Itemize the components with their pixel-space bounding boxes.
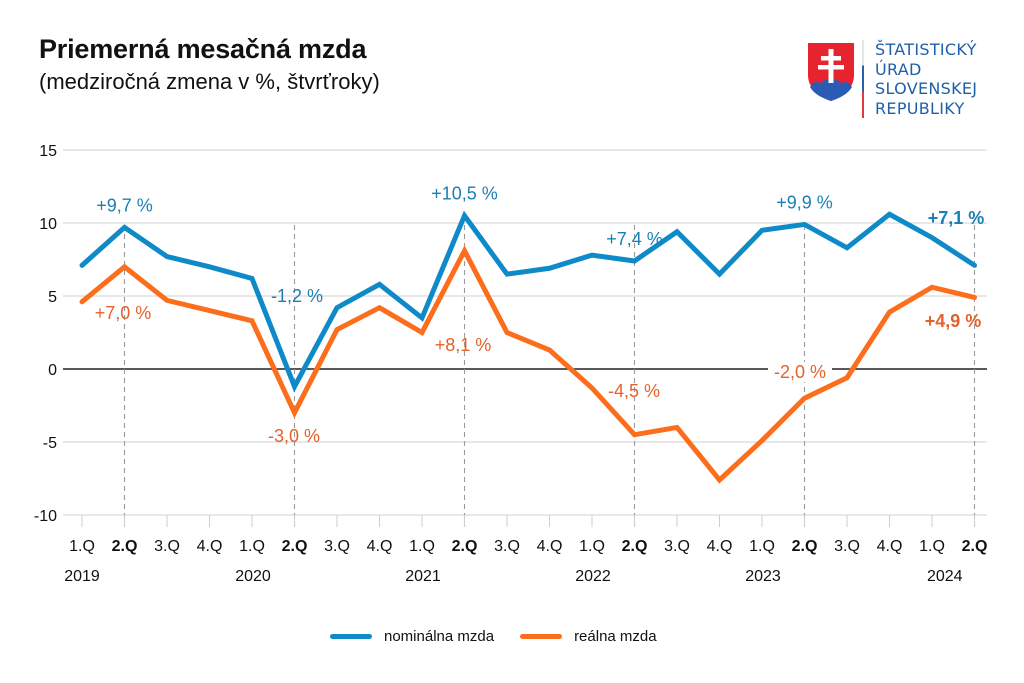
data-label: -4,5 %: [608, 381, 660, 401]
y-tick-label: -10: [34, 508, 57, 525]
data-label: +4,9 %: [925, 311, 982, 331]
x-tick-label: 3.Q: [154, 538, 180, 555]
legend-item-real: reálna mzda: [520, 628, 657, 645]
x-tick-label: 4.Q: [197, 538, 223, 555]
x-tick-label: 3.Q: [664, 538, 690, 555]
x-tick-label: 2.Q: [112, 538, 138, 555]
data-label: +7,0 %: [95, 303, 152, 323]
x-tick-label: 2.Q: [962, 538, 988, 555]
chart-title: Priemerná mesačná mzda: [39, 34, 367, 64]
x-tick-label: 3.Q: [494, 538, 520, 555]
x-tick-label: 4.Q: [707, 538, 733, 555]
year-label: 2022: [575, 568, 611, 585]
x-tick-label: 2.Q: [452, 538, 478, 555]
logo-divider: [862, 40, 864, 118]
x-tick-label: 4.Q: [537, 538, 563, 555]
data-label: -2,0 %: [774, 362, 826, 382]
x-tick-label: 1.Q: [409, 538, 435, 555]
x-tick-label: 3.Q: [834, 538, 860, 555]
logo-line: REPUBLIKY: [875, 98, 965, 118]
series-line-real: [79, 245, 977, 484]
year-label: 2019: [64, 568, 100, 585]
logo-line: SLOVENSKEJ: [875, 79, 978, 98]
statistical-office-logo: ŠTATISTICKÝ ÚRAD SLOVENSKEJ REPUBLIKY: [806, 38, 1006, 122]
data-label: +7,1 %: [928, 208, 985, 228]
logo-text: ŠTATISTICKÝ ÚRAD SLOVENSKEJ REPUBLIKY: [875, 40, 977, 118]
legend: nominálna mzda reálna mzda: [330, 628, 683, 645]
x-tick-label: 4.Q: [367, 538, 393, 555]
data-label: -3,0 %: [268, 426, 320, 446]
y-tick-label: 5: [48, 289, 57, 306]
x-tick-label: 1.Q: [579, 538, 605, 555]
logo-line: ŠTATISTICKÝ: [875, 40, 977, 59]
x-tick-label: 2.Q: [282, 538, 308, 555]
legend-swatch-real: [520, 634, 563, 639]
chart-subtitle: (medziročná zmena v %, štvrťroky): [39, 69, 380, 94]
year-label: 2023: [745, 568, 781, 585]
x-tick-label: 1.Q: [919, 538, 945, 555]
slovak-coat-of-arms-icon: [808, 43, 854, 101]
data-label: +10,5 %: [431, 184, 498, 204]
x-tick-label: 2.Q: [622, 538, 648, 555]
logo-line: ÚRAD: [875, 59, 922, 79]
legend-label-real: reálna mzda: [574, 628, 657, 645]
y-tick-label: 0: [48, 362, 57, 379]
x-tick-label: 3.Q: [324, 538, 350, 555]
legend-swatch-nominal: [330, 634, 372, 639]
y-tick-label: 15: [39, 143, 57, 160]
x-tick-label: 1.Q: [69, 538, 95, 555]
x-tick-label: 1.Q: [749, 538, 775, 555]
year-label: 2020: [235, 568, 271, 585]
year-label: 2024: [927, 568, 963, 585]
legend-item-nominal: nominálna mzda: [330, 628, 494, 645]
annotation-background: [768, 362, 832, 382]
x-tick-label: 1.Q: [239, 538, 265, 555]
y-tick-label: 10: [39, 216, 57, 233]
year-label: 2021: [405, 568, 441, 585]
x-tick-label: 4.Q: [877, 538, 903, 555]
series-line-nominal: [79, 210, 977, 393]
legend-label-nominal: nominálna mzda: [384, 628, 495, 645]
data-label: +7,4 %: [606, 229, 663, 249]
data-label: +8,1 %: [435, 335, 492, 355]
data-label: +9,7 %: [96, 195, 153, 215]
data-label: -1,2 %: [271, 286, 323, 306]
y-tick-label: -5: [43, 435, 57, 452]
x-tick-label: 2.Q: [792, 538, 818, 555]
data-label: +9,9 %: [776, 192, 833, 212]
